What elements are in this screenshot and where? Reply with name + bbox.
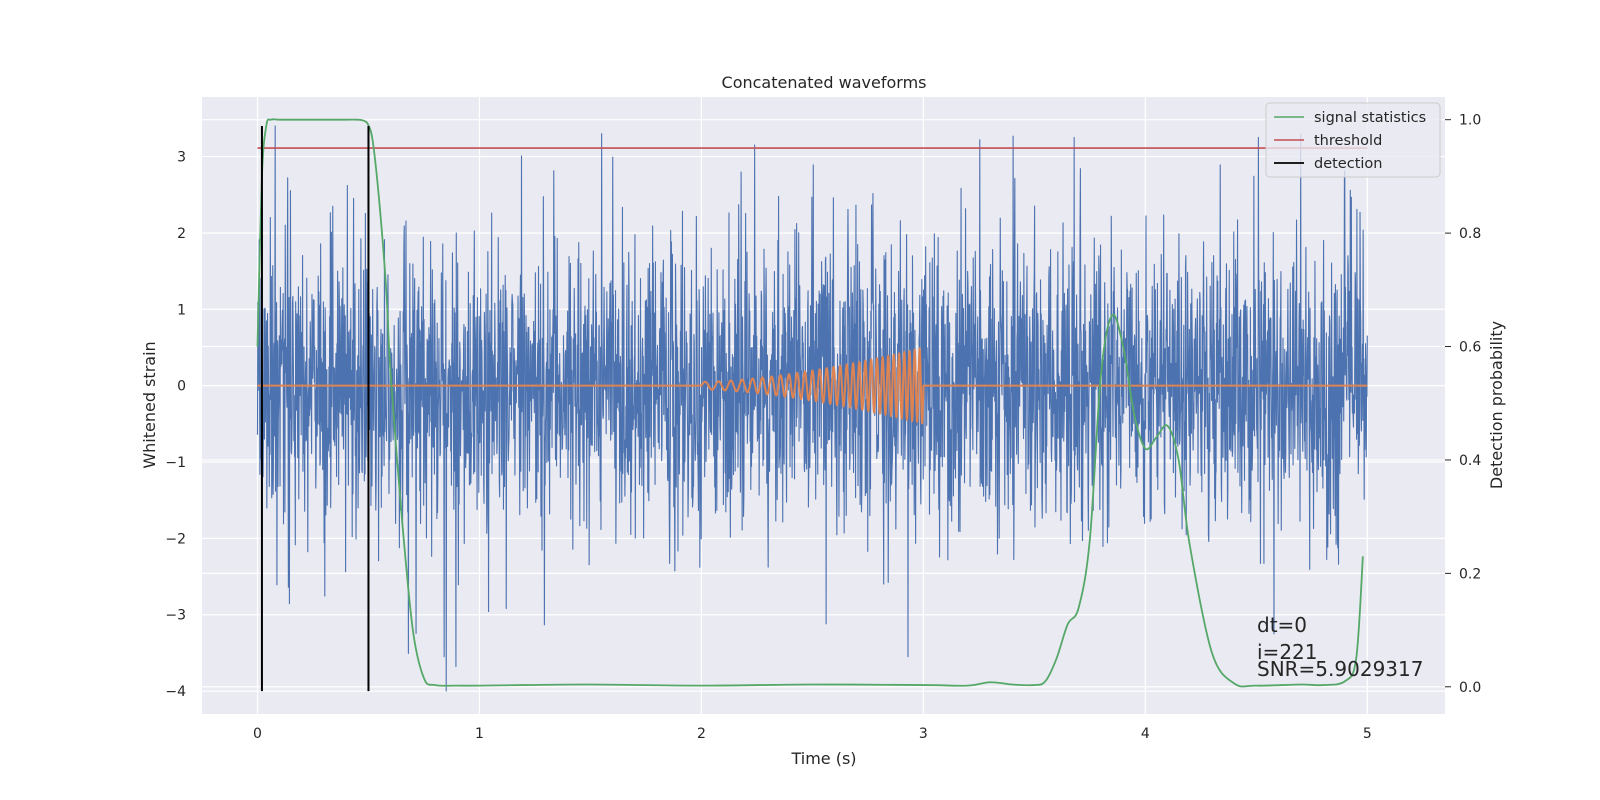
y2-tick-label: 0.4	[1459, 453, 1481, 469]
y-tick-label: 3	[177, 150, 186, 166]
x-tick-label: 0	[253, 726, 262, 742]
y-tick-label: −3	[165, 608, 186, 624]
y-tick-label: 1	[177, 302, 186, 318]
template-line	[257, 347, 1368, 425]
x-tick-label: 5	[1363, 726, 1372, 742]
x-axis-label: Time (s)	[790, 749, 856, 768]
annotation-snr: SNR=5.9029317	[1257, 657, 1423, 681]
annotations: dt=0 i=221 SNR=5.9029317	[1257, 613, 1423, 681]
x-tick-label: 1	[475, 726, 484, 742]
y-tick-label: −2	[165, 531, 186, 547]
y2-axis-label: Detection probability	[1487, 321, 1506, 489]
chart-title: Concatenated waveforms	[722, 73, 927, 92]
y-tick-label: 2	[177, 226, 186, 242]
y-axis-label: Whitened strain	[140, 341, 159, 468]
signal-statistics-series	[256, 118, 1364, 688]
y2-tick-label: 1.0	[1459, 113, 1481, 129]
y2-tick-label: 0.8	[1459, 226, 1481, 242]
y-axis-ticks: −4 −3 −2 −1 0 1 2 3	[165, 150, 186, 701]
x-axis-ticks: 0 1 2 3 4 5	[253, 726, 1372, 742]
legend-detection-label: detection	[1314, 156, 1382, 172]
x-tick-label: 4	[1141, 726, 1150, 742]
y2-tick-label: 0.2	[1459, 566, 1481, 582]
y2-axis-ticks: 0.0 0.2 0.4 0.6 0.8 1.0	[1445, 113, 1481, 696]
y2-tick-label: 0.6	[1459, 340, 1481, 356]
annotation-dt: dt=0	[1257, 613, 1307, 637]
strain-line	[256, 125, 1368, 692]
x-tick-label: 3	[919, 726, 928, 742]
signal-statistics-line	[256, 118, 1364, 688]
y2-tick-label: 0.0	[1459, 680, 1481, 696]
legend-signal-label: signal statistics	[1314, 110, 1426, 126]
detection-series	[260, 126, 370, 692]
x-tick-label: 2	[697, 726, 706, 742]
legend-box	[1265, 102, 1441, 178]
plot-area	[202, 97, 1445, 714]
template-series	[257, 347, 1368, 425]
y-tick-label: −4	[165, 684, 186, 700]
y-tick-label: −1	[165, 455, 186, 471]
y-tick-label: 0	[177, 379, 186, 395]
legend: signal statistics threshold detection	[1265, 102, 1441, 178]
annotation-index: i=221	[1257, 640, 1318, 664]
legend-threshold-label: threshold	[1314, 133, 1382, 149]
strain-series	[256, 125, 1368, 692]
